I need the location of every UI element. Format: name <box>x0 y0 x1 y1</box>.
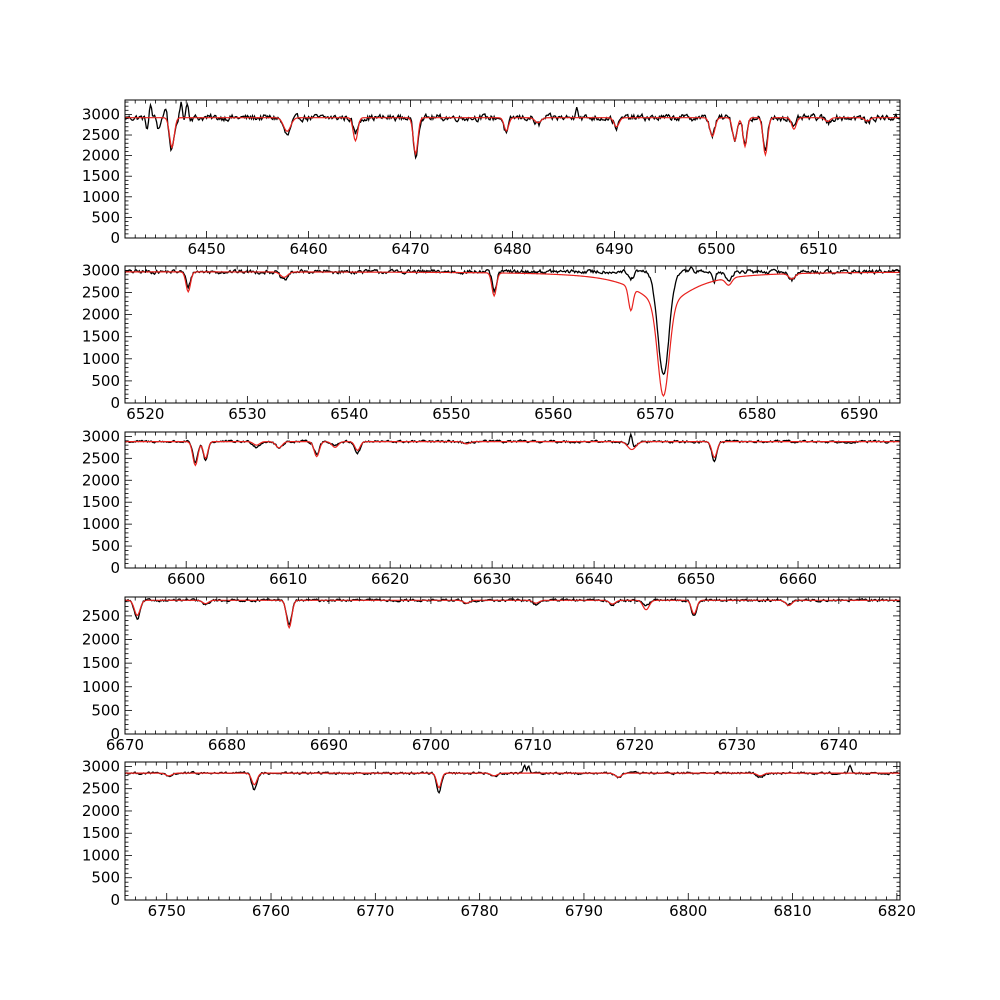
y-tick-label: 2000 <box>82 802 120 820</box>
x-tick-label: 6500 <box>697 240 735 258</box>
x-tick-label: 6590 <box>840 405 878 423</box>
y-tick-label: 1000 <box>82 350 120 368</box>
x-tick-label: 6740 <box>820 736 858 754</box>
x-tick-label: 6660 <box>779 570 817 588</box>
axes-frame <box>124 596 901 735</box>
y-tick-label: 0 <box>110 725 120 743</box>
axes-frame <box>124 761 901 901</box>
y-tick-label: 1500 <box>82 824 120 842</box>
y-tick-label: 1000 <box>82 678 120 696</box>
y-tick-label: 0 <box>110 394 120 412</box>
y-tick-label: 500 <box>91 701 120 719</box>
model-spectrum-line <box>125 772 900 789</box>
x-tick-label: 6610 <box>269 570 307 588</box>
y-tick-label: 0 <box>110 891 120 909</box>
model-spectrum-line <box>125 599 900 630</box>
x-tick-label: 6790 <box>565 902 603 920</box>
y-tick-label: 2500 <box>82 284 120 302</box>
x-tick-label: 6470 <box>391 240 429 258</box>
y-tick-label: 1500 <box>82 167 120 185</box>
x-tick-label: 6810 <box>773 902 811 920</box>
y-tick-label: 500 <box>91 537 120 555</box>
x-tick-label: 6700 <box>412 736 450 754</box>
x-tick-label: 6620 <box>371 570 409 588</box>
x-tick-label: 6450 <box>187 240 225 258</box>
axes-frame <box>124 431 901 569</box>
spectrum-panel-5: 6750 6760 6770 6780 6790 6800 6810 6820 0 500 1000… <box>82 757 916 920</box>
y-tick-label: 2000 <box>82 306 120 324</box>
spectrum-panel-4: 6670 6680 6690 6700 6710 6720 6730 6740 0 500 1000… <box>82 596 901 754</box>
y-tick-label: 2500 <box>82 607 120 625</box>
y-tick-label: 3000 <box>82 261 120 279</box>
model-spectrum-line <box>125 441 900 467</box>
observed-spectrum-line <box>125 597 900 626</box>
x-tick-label: 6560 <box>534 405 572 423</box>
x-tick-label: 6490 <box>595 240 633 258</box>
x-tick-label: 6710 <box>514 736 552 754</box>
x-tick-label: 6800 <box>669 902 707 920</box>
observed-spectrum-line <box>125 266 900 376</box>
y-tick-label: 1500 <box>82 328 120 346</box>
observed-spectrum-line <box>125 432 900 464</box>
x-tick-label: 6720 <box>616 736 654 754</box>
observed-spectrum-line <box>125 101 900 160</box>
y-tick-label: 500 <box>91 869 120 887</box>
y-tick-label: 2000 <box>82 471 120 489</box>
y-tick-label: 0 <box>110 559 120 577</box>
x-tick-label: 6760 <box>252 902 290 920</box>
y-tick-label: 1000 <box>82 846 120 864</box>
y-tick-label: 2500 <box>82 449 120 467</box>
y-tick-label: 0 <box>110 229 120 247</box>
x-tick-label: 6520 <box>126 405 164 423</box>
x-tick-label: 6780 <box>461 902 499 920</box>
axes-frame <box>124 99 901 239</box>
x-tick-label: 6820 <box>878 902 916 920</box>
x-tick-label: 6510 <box>799 240 837 258</box>
x-tick-label: 6460 <box>289 240 327 258</box>
x-tick-label: 6670 <box>106 736 144 754</box>
y-tick-label: 3000 <box>82 427 120 445</box>
y-tick-label: 2500 <box>82 780 120 798</box>
x-tick-label: 6480 <box>493 240 531 258</box>
y-tick-label: 3000 <box>82 105 120 123</box>
y-tick-label: 1500 <box>82 493 120 511</box>
model-spectrum-line <box>125 117 900 158</box>
spectrum-panel-2: 6520 6530 6540 6550 6560 6570 6580 6590 0 500 1000… <box>82 261 901 423</box>
y-tick-label: 1000 <box>82 188 120 206</box>
x-tick-label: 6530 <box>228 405 266 423</box>
y-tick-label: 3000 <box>82 757 120 775</box>
x-tick-label: 6730 <box>718 736 756 754</box>
x-tick-label: 6690 <box>310 736 348 754</box>
model-spectrum-line <box>125 271 900 398</box>
spectrum-panel-3: 6600 6610 6620 6630 6640 6650 6660 0 500 1000 1500… <box>82 427 901 588</box>
axes-frame <box>124 265 901 404</box>
spectrum-panel-1: 6450 6460 6470 6480 6490 6500 6510 0 500 1000 1500… <box>82 99 901 258</box>
x-tick-label: 6640 <box>575 570 613 588</box>
x-tick-label: 6630 <box>473 570 511 588</box>
x-tick-label: 6770 <box>356 902 394 920</box>
y-tick-label: 1000 <box>82 515 120 533</box>
x-tick-label: 6600 <box>167 570 205 588</box>
x-tick-label: 6580 <box>738 405 776 423</box>
x-tick-label: 6680 <box>208 736 246 754</box>
y-tick-label: 500 <box>91 372 120 390</box>
y-tick-label: 2000 <box>82 147 120 165</box>
x-tick-label: 6550 <box>432 405 470 423</box>
x-tick-label: 6540 <box>330 405 368 423</box>
x-tick-label: 6650 <box>677 570 715 588</box>
y-tick-label: 1500 <box>82 654 120 672</box>
y-tick-label: 2000 <box>82 631 120 649</box>
observed-spectrum-line <box>125 763 900 794</box>
y-tick-label: 500 <box>91 208 120 226</box>
y-tick-label: 2500 <box>82 126 120 144</box>
x-tick-label: 6750 <box>148 902 186 920</box>
x-tick-label: 6570 <box>636 405 674 423</box>
